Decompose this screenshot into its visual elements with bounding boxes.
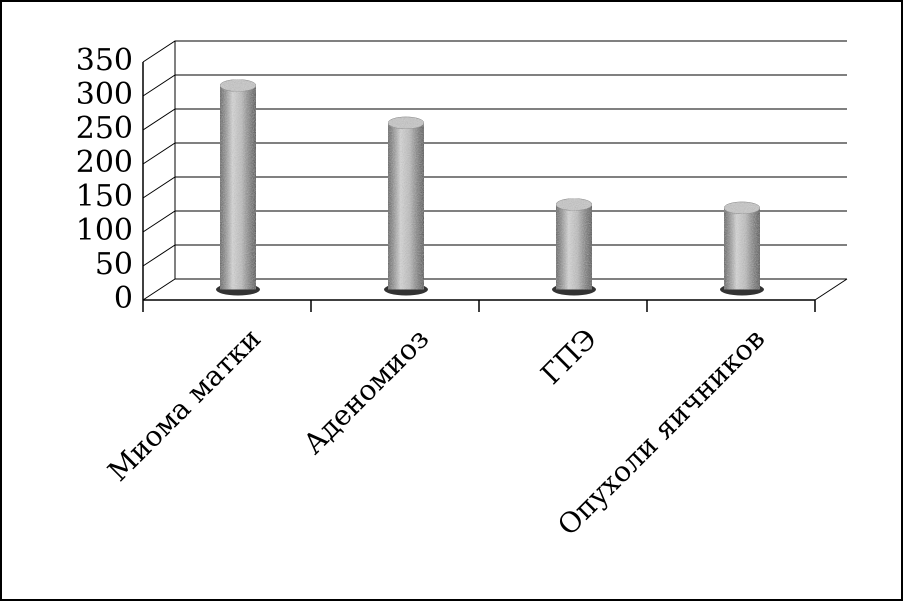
grid-line (142, 74, 847, 97)
y-tick-label: 50 (95, 247, 133, 282)
bar (220, 85, 256, 290)
y-tick-label: 300 (76, 77, 133, 112)
grid-line (142, 142, 847, 165)
grid-line (142, 176, 847, 199)
grid-line (142, 210, 847, 233)
grid-line (142, 40, 847, 63)
bar-top (555, 198, 593, 211)
bar-top (387, 116, 425, 130)
bar-top (219, 79, 257, 92)
y-tick-label: 100 (76, 213, 133, 248)
y-tick-label: 200 (76, 145, 133, 180)
bar (388, 122, 424, 290)
grid-line (142, 108, 847, 131)
bar (724, 207, 760, 290)
y-tick-label: 250 (76, 111, 133, 146)
y-tick-label: 350 (76, 43, 133, 78)
bar-top (723, 201, 761, 215)
axis-line (814, 278, 848, 301)
grid-line (142, 244, 847, 267)
y-tick-label: 0 (114, 281, 133, 316)
grid-line (142, 278, 847, 301)
y-tick-label: 150 (76, 179, 133, 214)
bar (556, 204, 592, 290)
